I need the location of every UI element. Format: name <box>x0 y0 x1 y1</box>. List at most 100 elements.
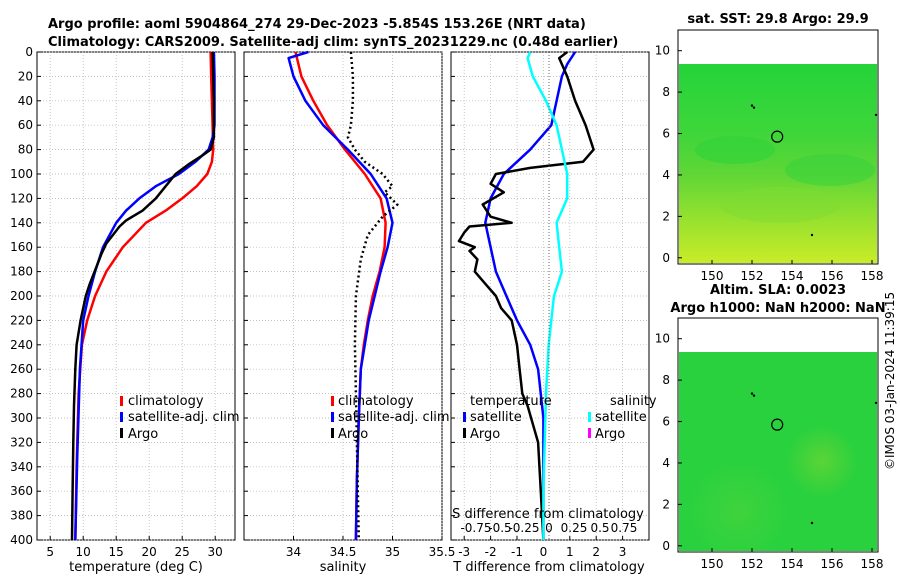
depth-tick-label: 140 <box>10 216 33 230</box>
depth-tick-label: 320 <box>10 435 33 449</box>
sla-map-xtick-label: 156 <box>821 557 844 571</box>
difference-xtick-label: -3 <box>458 545 470 559</box>
difference-panel: -3 -2 -1 0 1 2 3 T difference from climatology… <box>450 51 657 575</box>
series-salinity-satellite <box>526 51 569 540</box>
s-axis-tick-label: 0 <box>545 521 553 535</box>
depth-tick-label: 40 <box>18 94 33 108</box>
difference-xlabel: T difference from climatology <box>452 560 645 575</box>
s-axis-tick-label: -0.5 <box>488 521 511 535</box>
island-speck <box>752 394 756 397</box>
salinity-xtick-label: 35 <box>385 545 400 559</box>
difference-xtick-label: 2 <box>592 545 600 559</box>
legend-header-salinity: salinity <box>610 394 657 409</box>
s-axis-title: S difference from climatology <box>452 507 644 522</box>
sla-map-ytick-label: 0 <box>662 539 670 553</box>
legend-temp-satellite: satellite <box>470 410 522 425</box>
island-speck <box>874 401 878 405</box>
sst-map-ytick-label: 0 <box>662 251 670 265</box>
s-axis-ticks: -0.75-0.5-0.25 0 0.25 0.5 0.75 <box>460 521 637 535</box>
argo-float-marker <box>771 130 784 143</box>
temperature-xtick-label: 25 <box>175 545 190 559</box>
depth-tick-label: 200 <box>10 289 33 303</box>
legend-satellite-adj: satellite-adj. clim <box>128 410 240 425</box>
s-axis-tick-label: -0.75 <box>460 521 491 535</box>
sst-map-title: sat. SST: 29.8 Argo: 29.9 <box>687 12 868 27</box>
argo-float-marker <box>771 418 784 431</box>
island-speck <box>810 521 814 525</box>
temperature-legend: climatology satellite-adj. clim Argo <box>120 394 240 442</box>
sst-map-ytick-label: 6 <box>662 127 670 141</box>
depth-tick-label: 60 <box>18 118 33 132</box>
sla-map-xtick-label: 152 <box>741 557 764 571</box>
sla-map-xtick-label: 150 <box>701 557 724 571</box>
salinity-panel: 34 34.5 35 35.5 salinity climatology satell… <box>243 50 456 575</box>
depth-tick-label: 240 <box>10 338 33 352</box>
depth-tick-label: 360 <box>10 484 33 498</box>
temperature-xtick-label: 20 <box>142 545 157 559</box>
imos-credit: ©IMOS 03-Jan-2024 11:39:15 <box>883 292 897 470</box>
legend-swatch-climatology <box>331 396 334 406</box>
sla-map-title-2: Argo h1000: NaN h2000: NaN <box>670 301 885 316</box>
sst-patch <box>695 136 775 164</box>
salinity-xtick-label: 35.5 <box>429 545 456 559</box>
sst-map-panel: sat. SST: 29.8 Argo: 29.9 0 2 4 6 8 10 150 152 1… <box>655 12 884 283</box>
s-axis-tick-label: -0.25 <box>508 521 539 535</box>
sla-map-xtick-label: 158 <box>861 557 884 571</box>
sst-map-xtick-label: 150 <box>701 269 724 283</box>
legend-swatch-satellite <box>331 412 334 422</box>
temperature-xtick-label: 5 <box>46 545 54 559</box>
island-speck <box>752 106 756 109</box>
salinity-xlabel: salinity <box>320 560 367 575</box>
depth-tick-label: 80 <box>18 143 33 157</box>
depth-tick-label: 260 <box>10 362 33 376</box>
depth-tick-label: 180 <box>10 265 33 279</box>
legend-swatch-climatology <box>120 396 123 406</box>
legend-swatch-sal-satellite <box>588 412 591 422</box>
legend-swatch-temp-argo <box>463 428 466 438</box>
depth-tick-label: 300 <box>10 411 33 425</box>
legend-swatch-argo <box>331 428 334 438</box>
sst-patch <box>720 187 840 223</box>
salinity-xtick-label: 34 <box>286 545 301 559</box>
sla-map-ytick-label: 4 <box>662 456 670 470</box>
difference-xtick-label: 3 <box>619 545 627 559</box>
sst-map-ytick-label: 8 <box>662 85 670 99</box>
depth-tick-label: 160 <box>10 240 33 254</box>
difference-xtick-label: -2 <box>485 545 497 559</box>
sla-patch <box>679 352 877 551</box>
sst-map-ytick-label: 10 <box>655 44 670 58</box>
sst-map-ytick-label: 2 <box>662 209 670 223</box>
sst-map-xtick-label: 156 <box>821 269 844 283</box>
sst-map-xtick-label: 152 <box>741 269 764 283</box>
sst-map-ytick-label: 4 <box>662 168 670 182</box>
legend-climatology: climatology <box>338 394 414 409</box>
legend-argo: Argo <box>338 427 368 442</box>
sla-map-ytick-label: 8 <box>662 373 670 387</box>
island-speck <box>874 113 878 117</box>
sla-map-ytick-label: 2 <box>662 497 670 511</box>
legend-climatology: climatology <box>128 394 204 409</box>
sst-map-xtick-label: 154 <box>781 269 804 283</box>
temperature-xlabel: temperature (deg C) <box>69 560 203 575</box>
depth-tick-label: 220 <box>10 313 33 327</box>
legend-swatch-satellite <box>120 412 123 422</box>
legend-temp-argo: Argo <box>470 427 500 442</box>
difference-xtick-label: -1 <box>511 545 523 559</box>
depth-tick-label: 100 <box>10 167 33 181</box>
temperature-xtick-label: 15 <box>109 545 124 559</box>
sla-map-ytick-label: 10 <box>655 332 670 346</box>
sla-map-xtick-label: 154 <box>781 557 804 571</box>
sla-map-panel: Altim. SLA: 0.0023 Argo h1000: NaN h2000… <box>655 283 886 571</box>
difference-xtick-label: 0 <box>540 545 548 559</box>
s-axis-tick-label: 0.75 <box>611 521 638 535</box>
legend-sal-satellite: satellite <box>595 410 647 425</box>
legend-swatch-argo <box>120 428 123 438</box>
title-line-1: Argo profile: aoml 5904864_274 29-Dec-20… <box>48 17 586 32</box>
temperature-xtick-label: 30 <box>208 545 223 559</box>
sla-map-ytick-label: 6 <box>662 415 670 429</box>
sst-texture <box>695 136 875 223</box>
temperature-panel: 0 20 40 60 80 100 120 140 160 180 200 220 240 260 280 3… <box>10 45 240 575</box>
legend-argo: Argo <box>128 427 158 442</box>
sla-map-title-1: Altim. SLA: 0.0023 <box>710 283 846 298</box>
